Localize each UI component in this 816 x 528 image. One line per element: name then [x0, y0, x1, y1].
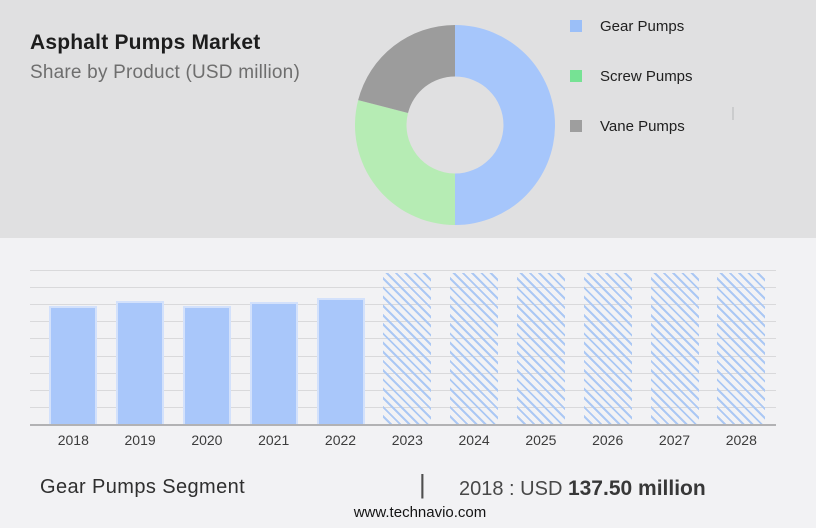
forecast-bar-2027 [650, 273, 699, 424]
forecast-bar-2023 [383, 273, 432, 424]
x-axis-label-2026: 2026 [592, 432, 624, 448]
donut-slice-gear-pumps [455, 25, 555, 225]
forecast-bar-2025 [516, 273, 565, 424]
page-title: Asphalt Pumps Market [30, 31, 261, 54]
page-subtitle: Share by Product (USD million) [30, 62, 300, 83]
bar-2020 [182, 306, 231, 424]
gridline [30, 270, 776, 271]
legend-swatch-icon [570, 70, 582, 82]
segment-value: 2018 : USD 137.50 million [459, 477, 706, 501]
donut-legend: Gear Pumps Screw Pumps Vane Pumps [570, 17, 693, 170]
legend-swatch-icon [570, 20, 582, 32]
x-axis-label-2020: 2020 [191, 432, 223, 448]
legend-item-vane-pumps: Vane Pumps [570, 117, 693, 135]
forecast-bar-2024 [450, 273, 499, 424]
legend-label: Screw Pumps [600, 67, 693, 85]
forecast-bar-2026 [583, 273, 632, 424]
bar-plot: 2018 2019 2020 2021 2022 2023 2024 2025 2026 2027… [30, 270, 776, 448]
x-axis-label-2021: 2021 [258, 432, 290, 448]
x-axis-label-2024: 2024 [458, 432, 490, 448]
bar-2022 [316, 298, 365, 424]
donut-chart [355, 25, 555, 225]
footer-separator: | [419, 469, 426, 499]
donut-slice-screw-pumps [355, 100, 455, 225]
segment-label: Gear Pumps Segment [40, 476, 246, 498]
legend-swatch-icon [570, 120, 582, 132]
bar-2018 [49, 306, 98, 424]
bar-2021 [249, 302, 298, 424]
forecast-bar-2028 [717, 273, 766, 424]
website-url: www.technavio.com [353, 504, 487, 521]
segment-value-prefix: 2018 : USD [459, 478, 563, 500]
legend-label: Vane Pumps [600, 117, 685, 135]
x-axis-label-2028: 2028 [725, 432, 757, 448]
legend-item-screw-pumps: Screw Pumps [570, 67, 693, 85]
x-axis-label-2023: 2023 [391, 432, 423, 448]
legend-item-gear-pumps: Gear Pumps [570, 17, 693, 35]
x-axis-label-2019: 2019 [124, 432, 156, 448]
x-axis-label-2018: 2018 [57, 432, 89, 448]
bar-2019 [116, 301, 165, 424]
stray-mark [732, 107, 734, 120]
segment-value-bold: 137.50 million [567, 477, 706, 500]
x-axis-label-2025: 2025 [525, 432, 557, 448]
legend-label: Gear Pumps [600, 17, 685, 35]
x-axis-label-2027: 2027 [658, 432, 691, 448]
top-panel: Asphalt Pumps Market Share by Product (U… [0, 0, 816, 238]
x-axis-label-2022: 2022 [324, 432, 357, 448]
donut-slice-vane-pumps [358, 25, 455, 113]
